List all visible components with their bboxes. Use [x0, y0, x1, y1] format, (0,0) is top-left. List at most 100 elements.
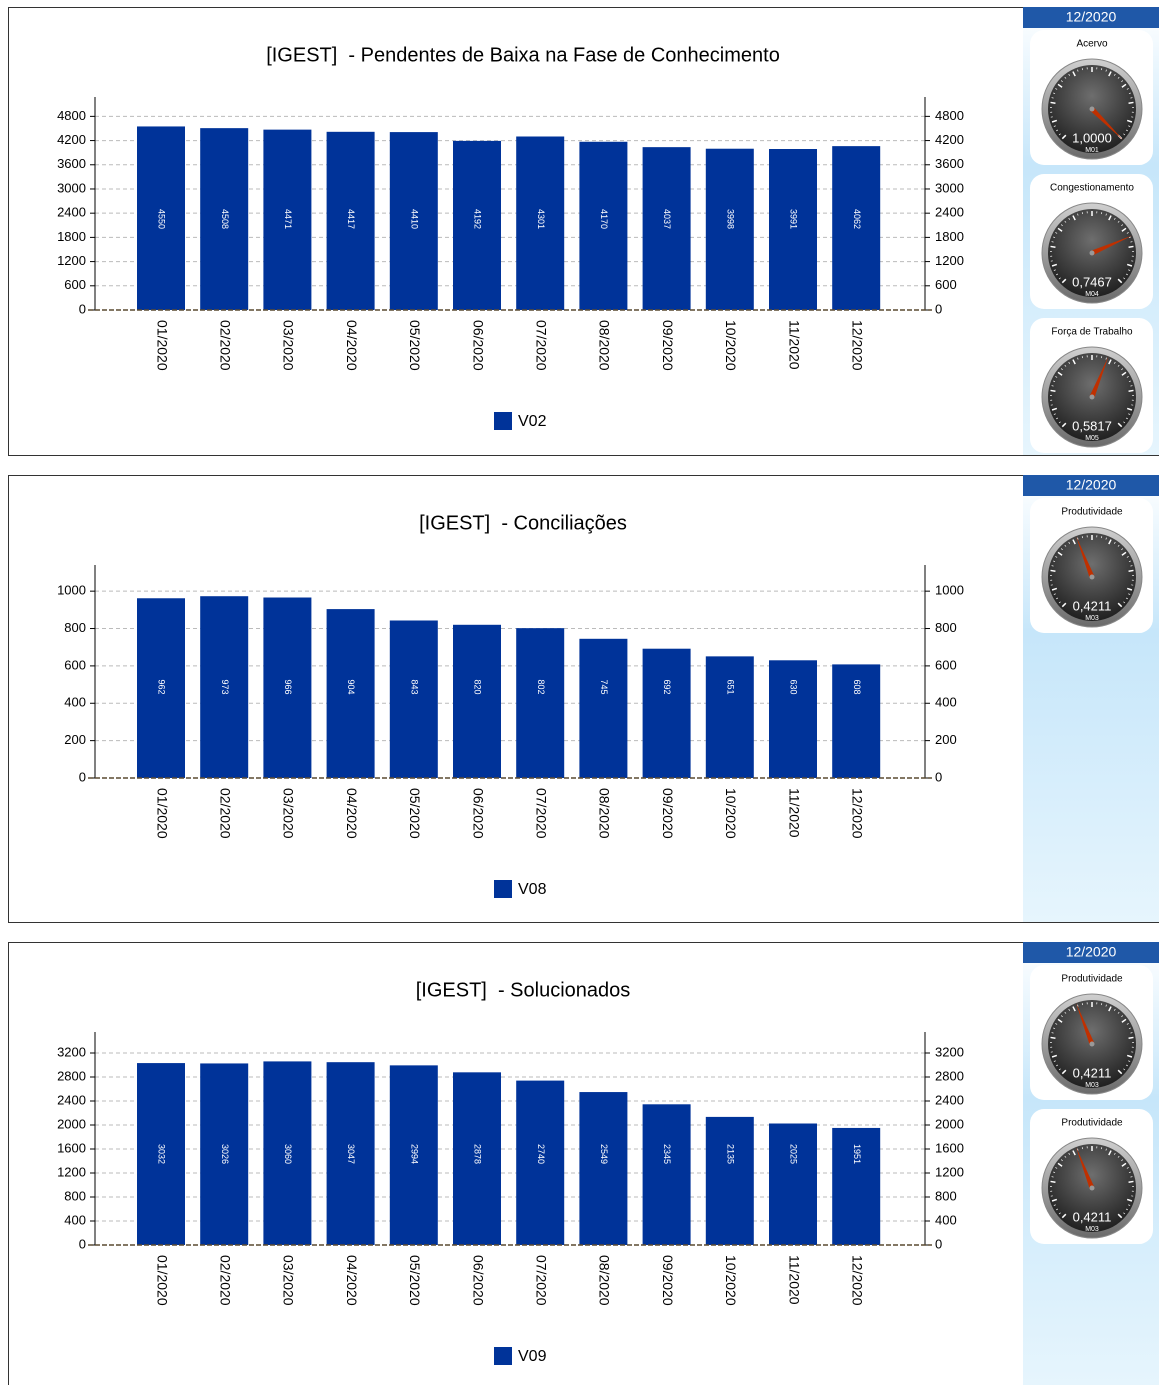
- y2-tick-label: 4200: [935, 132, 964, 147]
- gauge-dial-mark: [1060, 548, 1063, 551]
- gauge-dial-mark: [1058, 601, 1061, 604]
- bar: [769, 660, 817, 778]
- bar: [453, 140, 501, 310]
- gauge-dial-mark: [1051, 587, 1058, 591]
- x-tick-label: 07/2020: [533, 320, 549, 371]
- gauge-dial-mark: [1061, 278, 1067, 284]
- x-tick-label: 11/2020: [786, 1255, 802, 1305]
- y2-tick-label: 200: [935, 732, 957, 747]
- side-panel-period: 12/2020: [1066, 944, 1117, 960]
- gauge-dial-mark: [1056, 1208, 1059, 1211]
- y-tick-label: 600: [64, 657, 86, 672]
- gauge-dial-mark: [1053, 269, 1056, 271]
- y2-tick-label: 3600: [935, 156, 964, 171]
- gauge-value: 0,7467: [1072, 274, 1112, 289]
- gauge-dial-mark: [1053, 413, 1056, 415]
- bar-value-label: 2345: [662, 1144, 672, 1164]
- gauge-dial-mark: [1064, 76, 1067, 79]
- gauge-dial-mark: [1056, 1064, 1059, 1067]
- x-tick-label: 06/2020: [470, 320, 486, 371]
- legend-swatch: [494, 412, 512, 430]
- gauge-dial-mark: [1113, 1152, 1116, 1155]
- gauge-dial-mark: [1128, 560, 1131, 563]
- gauge-dial-mark: [1051, 1054, 1058, 1058]
- gauge-dial-mark: [1128, 389, 1134, 392]
- gauge-dial-mark: [1126, 556, 1129, 558]
- gauge-dial-mark: [1128, 593, 1131, 595]
- gauge-dial-mark: [1125, 273, 1128, 276]
- gauge-dial-mark: [1126, 1167, 1129, 1169]
- x-tick-label: 07/2020: [533, 1255, 549, 1306]
- gauge-dial-mark: [1123, 133, 1126, 136]
- bar-value-label: 4417: [346, 209, 356, 229]
- x-tick-label: 10/2020: [723, 788, 739, 839]
- gauge-dial-mark: [1055, 556, 1058, 558]
- gauge-dial-mark: [1057, 83, 1063, 88]
- y-tick-label: 4800: [57, 108, 86, 123]
- gauge-dial-mark: [1060, 368, 1063, 371]
- gauge-dial-mark: [1053, 125, 1056, 127]
- gauge-dial-mark: [1068, 217, 1071, 220]
- gauge-dial-mark: [1053, 1060, 1056, 1062]
- gauge-dial-mark: [1050, 245, 1056, 248]
- gauge-dial-mark: [1051, 1032, 1054, 1034]
- gauge-dial-mark: [1055, 88, 1058, 90]
- gauge-dial-mark: [1108, 539, 1112, 545]
- bar: [453, 1072, 501, 1245]
- gauge-hub: [1089, 250, 1095, 256]
- gauge-dial-mark: [1128, 413, 1131, 415]
- bar: [579, 141, 628, 310]
- y-tick-label: 2400: [57, 1092, 86, 1107]
- y2-tick-label: 600: [935, 657, 957, 672]
- gauge-dial-mark: [1060, 1159, 1063, 1162]
- bar: [453, 624, 501, 778]
- gauge-value: 1,0000: [1072, 130, 1112, 145]
- gauge-dial-mark: [1105, 213, 1107, 216]
- x-tick-label: 10/2020: [723, 1255, 739, 1306]
- gauge-dial-mark: [1128, 1171, 1131, 1174]
- gauge-dial-mark: [1130, 565, 1133, 567]
- gauge-dial-mark: [1057, 1162, 1063, 1167]
- bar-value-label: 2878: [473, 1144, 483, 1164]
- gauge-dial-mark: [1068, 541, 1071, 544]
- gauge-dial-mark: [1121, 224, 1124, 227]
- bar-value-label: 966: [283, 679, 293, 694]
- x-tick-label: 08/2020: [597, 788, 613, 839]
- bar: [389, 1065, 438, 1245]
- gauge-dial-mark: [1058, 277, 1061, 280]
- bar-value-label: 4508: [220, 209, 230, 229]
- y2-tick-label: 0: [935, 769, 942, 784]
- gauge-hub: [1089, 574, 1095, 580]
- bar-value-label: 973: [220, 679, 230, 694]
- gauge-dial-mark: [1051, 407, 1058, 411]
- gauge-dial-mark: [1064, 220, 1067, 223]
- gauge-dial-mark: [1130, 1176, 1133, 1178]
- gauge-dial-mark: [1125, 1208, 1128, 1211]
- gauge-title: Congestionamento: [1050, 183, 1134, 194]
- gauge-dial-mark: [1126, 587, 1133, 591]
- y-tick-label: 2000: [57, 1116, 86, 1131]
- gauge-code: M04: [1085, 291, 1099, 298]
- gauge-value: 0,4211: [1073, 1065, 1112, 1080]
- y2-tick-label: 1000: [935, 583, 964, 598]
- x-tick-label: 08/2020: [597, 320, 613, 371]
- bar: [579, 638, 628, 778]
- side-panel-header: [1023, 942, 1159, 963]
- gauge-dial-mark: [1057, 371, 1063, 376]
- gauge-dial-mark: [1051, 1176, 1054, 1178]
- gauge-dial-mark: [1125, 597, 1128, 600]
- x-tick-label: 01/2020: [154, 320, 170, 371]
- gauge-dial-mark: [1117, 422, 1123, 428]
- gauge-dial-mark: [1050, 101, 1056, 104]
- y2-tick-label: 2000: [935, 1116, 964, 1131]
- gauge-dial-mark: [1128, 125, 1131, 127]
- gauge-dial-mark: [1050, 569, 1056, 572]
- gauge-dial-mark: [1068, 73, 1071, 76]
- gauge-dial-mark: [1108, 1150, 1112, 1156]
- gauge-dial-mark: [1068, 361, 1071, 364]
- gauge-dial-mark: [1105, 69, 1107, 72]
- gauge-code: M01: [1085, 147, 1099, 154]
- bar-value-label: 2549: [599, 1144, 609, 1164]
- gauge-dial-mark: [1108, 359, 1112, 365]
